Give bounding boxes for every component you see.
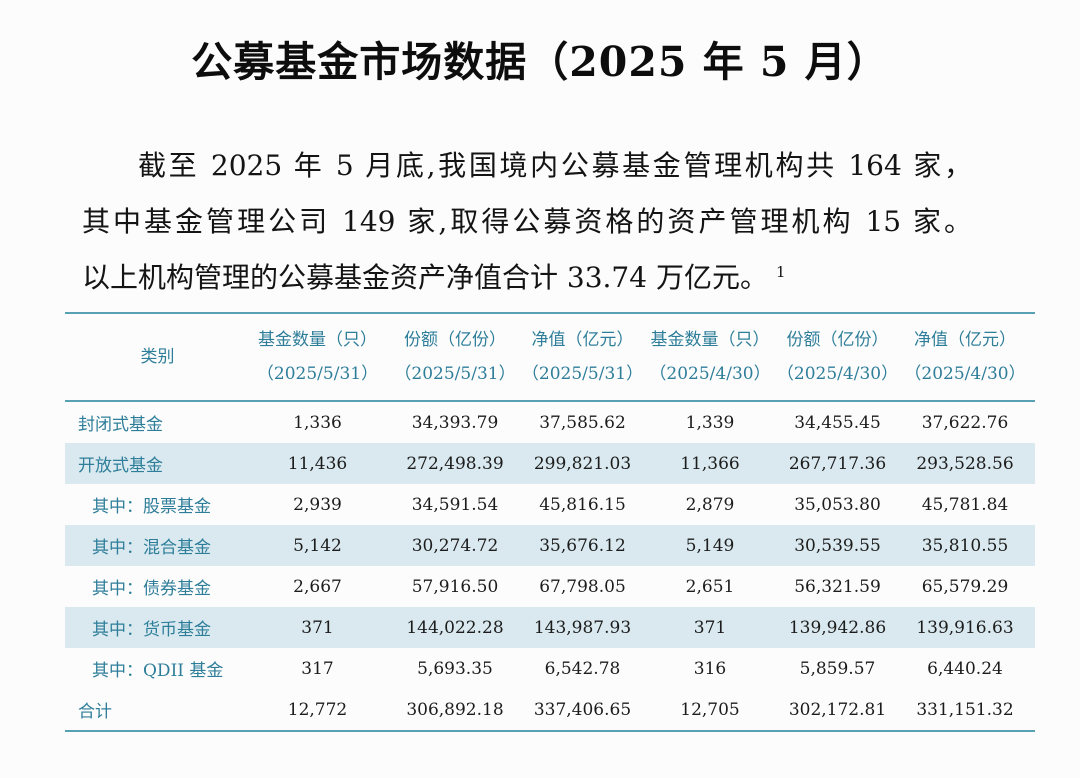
cell-fund-count-april: 2,651 (685, 576, 735, 597)
cell-nav-april: 45,781.84 (921, 494, 1009, 515)
header-nav-may: 净值（亿元） （2025/5/31） (522, 313, 643, 402)
cell-fund-count-april: 1,339 (685, 412, 735, 433)
intro-paragraph: 截至 2025 年 5 月底,我国境内公募基金管理机构共 164 家， 其中基金… (82, 138, 972, 306)
table-row: 其中：货币基金 371 144,022.28 143,987.93 371 13… (65, 607, 1035, 648)
cell-nav-april: 331,151.32 (916, 699, 1014, 720)
cell-shares-april: 267,717.36 (788, 453, 887, 474)
cell-nav-may: 6,542.78 (544, 658, 621, 679)
cell-nav-may: 35,676.12 (539, 535, 626, 556)
table-row: 封闭式基金 1,336 34,393.79 37,585.62 1,339 34… (65, 401, 1035, 443)
table-row: 其中：股票基金 2,939 34,591.54 45,816.15 2,879 … (65, 484, 1035, 525)
table-row: 其中：QDII 基金 317 5,693.35 6,542.78 316 5,8… (65, 648, 1035, 689)
cell-nav-april: 65,579.29 (921, 576, 1009, 597)
row-category-label: 其中：货币基金 (92, 620, 211, 640)
cell-nav-may: 45,816.15 (539, 494, 626, 515)
intro-line-3: 以上机构管理的公募基金资产净值合计 33.74 万亿元。 1 (82, 250, 972, 306)
cell-shares-may: 34,591.54 (411, 494, 499, 515)
row-category-label: 封闭式基金 (78, 415, 163, 435)
cell-shares-may: 5,693.35 (417, 658, 493, 679)
cell-fund-count-april: 5,149 (685, 535, 735, 556)
header-category: 类别 (65, 313, 250, 402)
header-fund-count-may: 基金数量（只） （2025/5/31） (250, 313, 385, 402)
cell-fund-count-may: 12,772 (287, 699, 348, 720)
cell-nav-april: 6,440.24 (927, 658, 1003, 679)
cell-nav-may: 337,406.65 (533, 699, 632, 720)
cell-shares-may: 272,498.39 (406, 453, 504, 474)
cell-fund-count-may: 317 (301, 658, 334, 679)
cell-shares-may: 34,393.79 (411, 412, 499, 433)
table-body: 封闭式基金 1,336 34,393.79 37,585.62 1,339 34… (65, 401, 1035, 731)
table-row: 合计 12,772 306,892.18 337,406.65 12,705 3… (65, 689, 1035, 731)
cell-shares-may: 306,892.18 (406, 699, 504, 720)
table-row: 其中：混合基金 5,142 30,274.72 35,676.12 5,149 … (65, 525, 1035, 566)
header-shares-may: 份额（亿份） （2025/5/31） (385, 313, 525, 402)
intro-line-1: 截至 2025 年 5 月底,我国境内公募基金管理机构共 164 家， (138, 149, 972, 182)
cell-fund-count-april: 371 (693, 617, 727, 638)
row-category-label: 开放式基金 (78, 456, 163, 476)
cell-fund-count-may: 371 (301, 617, 334, 638)
table-row: 开放式基金 11,436 272,498.39 299,821.03 11,36… (65, 443, 1035, 484)
cell-nav-april: 37,622.76 (921, 412, 1009, 433)
row-category-label: 其中：股票基金 (92, 497, 211, 517)
cell-fund-count-may: 5,142 (293, 535, 342, 556)
cell-shares-april: 5,859.57 (799, 658, 876, 679)
cell-nav-may: 37,585.62 (539, 412, 626, 433)
cell-fund-count-april: 316 (693, 658, 727, 679)
cell-fund-count-may: 1,336 (293, 412, 342, 433)
row-category-label: 其中：债券基金 (92, 579, 211, 599)
row-category-label: 其中：QDII 基金 (92, 661, 224, 681)
cell-nav-april: 35,810.55 (921, 535, 1009, 556)
cell-shares-may: 30,274.72 (411, 535, 499, 556)
cell-fund-count-april: 12,705 (680, 699, 740, 720)
cell-fund-count-april: 2,879 (685, 494, 735, 515)
cell-nav-may: 143,987.93 (533, 617, 632, 638)
table-header: 类别 基金数量（只） （2025/5/31） 份额（亿份） （2025/5/31… (65, 313, 1035, 402)
cell-nav-may: 67,798.05 (539, 576, 626, 597)
cell-shares-may: 57,916.50 (411, 576, 499, 597)
cell-fund-count-may: 2,667 (293, 576, 342, 597)
cell-shares-april: 139,942.86 (788, 617, 887, 638)
row-category-label: 其中：混合基金 (92, 538, 211, 558)
cell-fund-count-may: 2,939 (293, 494, 342, 515)
header-fund-count-april: 基金数量（只） （2025/4/30） (640, 313, 780, 402)
cell-nav-april: 293,528.56 (916, 453, 1014, 474)
cell-shares-april: 30,539.55 (794, 535, 881, 556)
intro-line-3-text: 以上机构管理的公募基金资产净值合计 33.74 万亿元。 (82, 261, 768, 294)
cell-nav-april: 139,916.63 (916, 617, 1014, 638)
cell-shares-may: 144,022.28 (406, 617, 504, 638)
cell-nav-may: 299,821.03 (533, 453, 632, 474)
cell-shares-april: 56,321.59 (794, 576, 881, 597)
cell-fund-count-may: 11,436 (287, 453, 348, 474)
cell-shares-april: 35,053.80 (794, 494, 881, 515)
cell-shares-april: 302,172.81 (788, 699, 887, 720)
fund-data-table: 类别 基金数量（只） （2025/5/31） 份额（亿份） （2025/5/31… (65, 312, 1035, 732)
header-shares-april: 份额（亿份） （2025/4/30） (777, 313, 898, 402)
footnote-marker: 1 (775, 262, 786, 281)
row-category-label: 合计 (78, 702, 112, 722)
page-title: 公募基金市场数据（2025 年 5 月） (191, 38, 889, 86)
header-nav-april: 净值（亿元） （2025/4/30） (895, 313, 1035, 402)
intro-line-2: 其中基金管理公司 149 家,取得公募资格的资产管理机构 15 家。 (82, 205, 972, 238)
cell-shares-april: 34,455.45 (794, 412, 881, 433)
table-row: 其中：债券基金 2,667 57,916.50 67,798.05 2,651 … (65, 566, 1035, 607)
cell-fund-count-april: 11,366 (680, 453, 740, 474)
